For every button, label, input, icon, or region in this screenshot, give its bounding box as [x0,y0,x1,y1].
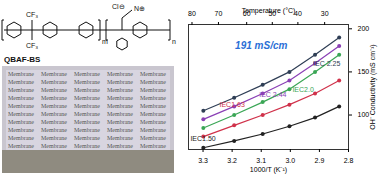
svg-text:Membrane: Membrane [140,119,166,125]
svg-text:Membrane: Membrane [41,103,67,109]
svg-text:Membrane: Membrane [41,95,67,101]
svg-text:Membrane: Membrane [107,127,133,133]
svg-text:Cl⊖: Cl⊖ [112,3,125,10]
svg-text:IEC 2.44: IEC 2.44 [259,91,286,98]
svg-text:Membrane: Membrane [41,135,67,141]
svg-text:Membrane: Membrane [140,79,166,85]
svg-text:150: 150 [357,68,370,76]
svg-text:40: 40 [294,9,302,17]
svg-text:2.8: 2.8 [344,157,354,164]
svg-text:3.2: 3.2 [227,157,237,164]
svg-text:Membrane: Membrane [74,119,100,125]
svg-text:Membrane: Membrane [41,143,67,149]
svg-text:Membrane: Membrane [74,95,100,101]
svg-text:QBAF-BS: QBAF-BS [4,55,41,64]
svg-text:Membrane: Membrane [140,135,166,141]
svg-text:N⊕: N⊕ [134,5,145,12]
svg-text:Membrane: Membrane [107,103,133,109]
svg-text:Membrane: Membrane [8,95,34,101]
svg-text:Membrane: Membrane [74,111,100,117]
svg-text:100: 100 [357,111,370,119]
svg-text:Temperature (°C): Temperature (°C) [242,7,296,15]
svg-text:Membrane: Membrane [8,103,34,109]
svg-text:1000/T (K⁻¹): 1000/T (K⁻¹) [250,166,287,174]
svg-text:Membrane: Membrane [74,103,100,109]
svg-text:Membrane: Membrane [107,143,133,149]
svg-text:Membrane: Membrane [107,79,133,85]
svg-text:Membrane: Membrane [107,87,133,93]
svg-text:OH⁻ Conductivity (mS cm⁻¹): OH⁻ Conductivity (mS cm⁻¹) [369,44,377,129]
svg-text:CF₃: CF₃ [26,42,38,49]
svg-text:Membrane: Membrane [8,79,34,85]
svg-text:200: 200 [358,25,370,32]
svg-text:Membrane: Membrane [8,135,34,141]
svg-text:Membrane: Membrane [140,71,166,77]
svg-text:Membrane: Membrane [74,127,100,133]
svg-text:Membrane: Membrane [41,79,67,85]
svg-text:Membrane: Membrane [8,71,34,77]
svg-text:IEC1.63: IEC1.63 [219,101,244,108]
svg-text:3.0: 3.0 [285,157,295,164]
svg-text:Membrane: Membrane [8,127,34,133]
svg-text:Membrane: Membrane [107,95,133,101]
svg-text:Membrane: Membrane [140,111,166,117]
svg-text:Membrane: Membrane [74,143,100,149]
svg-text:70: 70 [215,10,223,17]
svg-text:80: 80 [188,10,196,17]
svg-text:CF₃: CF₃ [26,11,38,18]
svg-text:30: 30 [321,10,329,17]
svg-text:Membrane: Membrane [8,87,34,93]
svg-text:IEC1.50: IEC1.50 [190,135,215,142]
svg-text:n: n [172,38,176,45]
svg-text:3.3: 3.3 [198,157,208,164]
svg-text:Membrane: Membrane [107,119,133,125]
svg-text:Membrane: Membrane [74,71,100,77]
svg-text:Membrane: Membrane [41,119,67,125]
svg-text:Membrane: Membrane [8,143,34,149]
svg-text:Membrane: Membrane [41,127,67,133]
svg-text:Membrane: Membrane [140,143,166,149]
svg-text:Membrane: Membrane [140,127,166,133]
svg-text:Membrane: Membrane [74,135,100,141]
svg-text:Membrane: Membrane [41,71,67,77]
svg-text:Membrane: Membrane [140,95,166,101]
svg-text:Membrane: Membrane [41,111,67,117]
svg-text:Membrane: Membrane [107,71,133,77]
svg-text:Membrane: Membrane [107,111,133,117]
svg-text:IEC2.0: IEC2.0 [292,86,314,93]
svg-text:191 mS/cm: 191 mS/cm [235,40,287,51]
svg-text:Membrane: Membrane [8,119,34,125]
svg-text:3.1: 3.1 [256,157,266,164]
svg-text:2.9: 2.9 [315,157,325,164]
svg-text:Membrane: Membrane [140,87,166,93]
svg-text:Membrane: Membrane [74,79,100,85]
svg-text:Membrane: Membrane [41,87,67,93]
svg-text:Membrane: Membrane [140,103,166,109]
svg-text:Membrane: Membrane [8,111,34,117]
svg-text:IEC 2.25: IEC 2.25 [313,60,340,67]
svg-text:Membrane: Membrane [107,135,133,141]
svg-text:Membrane: Membrane [74,87,100,93]
svg-text:m: m [102,38,108,45]
